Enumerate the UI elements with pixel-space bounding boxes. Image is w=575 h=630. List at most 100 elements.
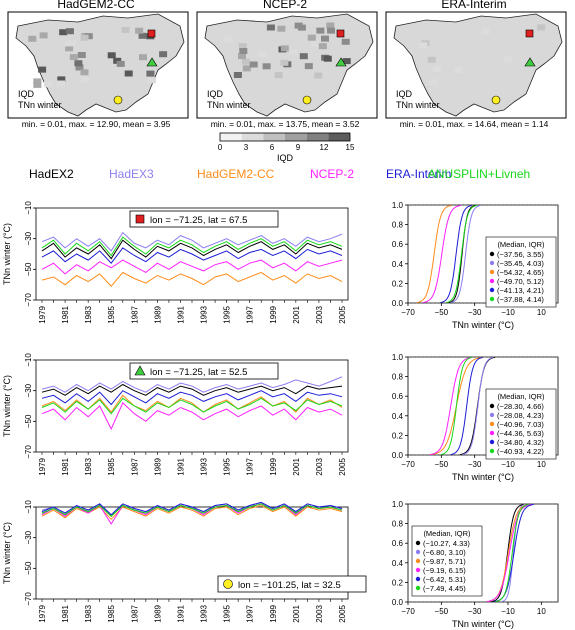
series-line-era-interim bbox=[41, 501, 343, 516]
series-line-hadex3 bbox=[41, 376, 343, 393]
iqd-cell bbox=[69, 54, 78, 61]
iqd-cell bbox=[33, 78, 42, 85]
colorbar-tick: 0 bbox=[218, 143, 223, 152]
cdf-legend-dot bbox=[489, 430, 495, 436]
cdf-x-tick-label: −70 bbox=[401, 460, 415, 469]
map-stats: min. = 0.01, max. = 13.75, mean = 3.52 bbox=[211, 119, 360, 129]
cdf-legend-entry: (−10.27, 4.33) bbox=[423, 539, 470, 548]
iqd-cell bbox=[504, 56, 512, 63]
cdf-x-tick-label: −70 bbox=[401, 308, 415, 317]
iqd-cell bbox=[454, 66, 463, 73]
x-tick-label: 1989 bbox=[153, 457, 162, 475]
y-tick-label: −70 bbox=[24, 592, 33, 606]
iqd-cell bbox=[33, 81, 42, 88]
x-tick-label: 1983 bbox=[84, 604, 93, 622]
cdf-frame bbox=[407, 503, 559, 603]
iqd-cell bbox=[57, 76, 66, 83]
cdf-y-tick-label: 0.0 bbox=[392, 598, 404, 607]
cdf-legend-dot bbox=[489, 448, 495, 454]
cdf-x-axis-label: TNn winter (°C) bbox=[452, 472, 514, 482]
cdf-curve bbox=[450, 357, 483, 455]
cdf-curve bbox=[422, 205, 461, 303]
iqd-cell bbox=[274, 72, 283, 79]
cdf-curve bbox=[448, 205, 476, 303]
cdf-legend-entry: (−6.42, 5.31) bbox=[423, 575, 466, 584]
map-title: NCEP-2 bbox=[263, 0, 307, 11]
cdf-curve bbox=[462, 357, 494, 455]
x-tick-label: 1985 bbox=[107, 457, 116, 475]
iqd-cell bbox=[135, 27, 144, 34]
cdf-curve bbox=[491, 504, 524, 602]
cdf-legend-entry: (−28.30, 4.66) bbox=[497, 402, 544, 411]
x-tick-label: 1979 bbox=[38, 604, 47, 622]
y-axis-label: TNn winter (°C) bbox=[2, 223, 12, 285]
cdf-legend-entry: (−7.49, 4.45) bbox=[423, 584, 466, 593]
legend-entry: HadEX3 bbox=[109, 167, 154, 181]
x-tick-label: 1979 bbox=[38, 457, 47, 475]
series-line-hadgem2-cc bbox=[41, 271, 343, 287]
cdf-legend-entry: (−6.80, 3.10) bbox=[423, 548, 466, 557]
iqd-cell bbox=[299, 53, 308, 60]
x-tick-label: 1993 bbox=[200, 604, 209, 622]
colorbar-segment bbox=[220, 133, 242, 141]
cdf-curve bbox=[416, 205, 452, 303]
x-tick-label: 1983 bbox=[84, 305, 93, 323]
square-marker bbox=[135, 214, 145, 224]
cdf-legend-dot bbox=[489, 278, 495, 284]
y-tick-label: −50 bbox=[24, 262, 33, 276]
y-tick-label: −10 bbox=[24, 201, 33, 215]
cdf-x-tick-label: 10 bbox=[537, 308, 546, 317]
y-tick-label: −70 bbox=[24, 445, 33, 459]
series-line-era-interim bbox=[41, 390, 343, 406]
cdf-legend-title: (Median, IQR) bbox=[423, 529, 471, 538]
x-tick-label: 1987 bbox=[130, 305, 139, 323]
cdf-curve bbox=[440, 357, 473, 455]
iqd-cell bbox=[64, 40, 73, 47]
x-tick-label: 1987 bbox=[130, 604, 139, 622]
cdf-legend-entry: (−9.87, 5.71) bbox=[423, 557, 466, 566]
map-label-iqd: IQD bbox=[207, 89, 224, 99]
map-title: HadGEM2-CC bbox=[57, 0, 135, 11]
series-line-anusplin-livneh bbox=[41, 236, 343, 257]
cdf-frame bbox=[407, 356, 559, 456]
location-label: lon = −71.25, lat = 52.5 bbox=[150, 367, 247, 378]
cdf-curve bbox=[440, 205, 472, 303]
x-tick-label: 1985 bbox=[107, 305, 116, 323]
iqd-cell bbox=[341, 38, 350, 45]
cdf-y-tick-label: 0.0 bbox=[392, 451, 404, 460]
iqd-cell bbox=[323, 55, 332, 62]
x-tick-label: 1981 bbox=[61, 604, 70, 622]
cdf-x-tick-label: 10 bbox=[537, 607, 546, 616]
y-tick-label: −50 bbox=[24, 414, 33, 428]
y-axis-label: TNn winter (°C) bbox=[2, 375, 12, 437]
cdf-y-tick-label: 0.4 bbox=[392, 260, 404, 269]
iqd-cell bbox=[233, 72, 242, 78]
iqd-cell bbox=[59, 29, 68, 36]
y-tick-label: −10 bbox=[24, 353, 33, 367]
iqd-cell bbox=[57, 80, 65, 87]
triangle-marker bbox=[134, 365, 146, 376]
iqd-cell bbox=[159, 51, 168, 58]
x-tick-label: 1993 bbox=[200, 457, 209, 475]
x-tick-label: 1999 bbox=[269, 457, 278, 475]
iqd-cell bbox=[321, 35, 329, 42]
colorbar-segment bbox=[241, 133, 264, 141]
series-line-hadex2 bbox=[41, 383, 343, 396]
iqd-cell bbox=[74, 60, 83, 67]
cdf-y-tick-label: 0.6 bbox=[392, 240, 404, 249]
cdf-x-tick-label: −10 bbox=[501, 460, 515, 469]
iqd-cell bbox=[75, 64, 84, 71]
cdf-legend-entry: (−41.13, 4.21) bbox=[497, 286, 544, 295]
cdf-legend-dot bbox=[415, 558, 421, 564]
iqd-cell bbox=[280, 45, 289, 52]
cdf-legend-title: (Median, IQR) bbox=[497, 240, 545, 249]
legend-entry: ANUSPLIN+Livneh bbox=[428, 167, 530, 181]
map-title: ERA-Interim bbox=[441, 0, 506, 11]
colorbar-label: IQD bbox=[277, 153, 294, 163]
iqd-cell bbox=[311, 41, 320, 48]
cdf-curve bbox=[486, 504, 533, 602]
x-tick-label: 2001 bbox=[292, 305, 301, 323]
y-tick-label: −10 bbox=[24, 500, 33, 514]
